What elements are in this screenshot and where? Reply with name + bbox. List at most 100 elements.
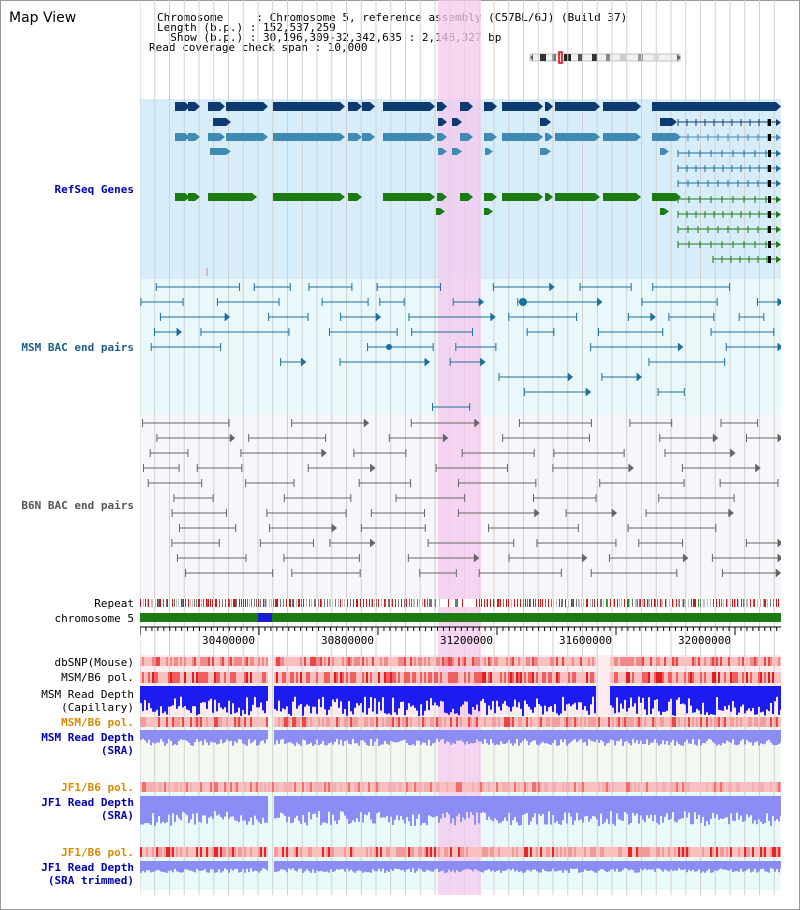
refseq-track-label[interactable]: RefSeq Genes: [54, 183, 134, 196]
gene-strand-arrow: [664, 148, 669, 155]
gene-block: [555, 193, 595, 201]
msm-read-depth-cap-sub: (Capillary): [61, 701, 134, 714]
grid-overlay: [140, 0, 775, 895]
gene-block: [555, 102, 595, 111]
gene-block: [175, 193, 185, 201]
gene-strand-arrow: [340, 102, 345, 111]
gene-strand-arrow: [492, 102, 497, 111]
msm-b6-pol-label: MSM/B6 pol.: [61, 671, 134, 684]
gene-strand-arrow: [457, 118, 462, 126]
gene-strand-arrow: [226, 148, 231, 155]
length-info: Length (b.p.) : 152,537,259: [157, 21, 336, 34]
gene-block: [436, 208, 440, 215]
gene-block: [660, 148, 664, 155]
gene-strand-arrow: [220, 133, 225, 141]
gene-block: [188, 193, 195, 201]
gene-block: [485, 148, 488, 155]
gap-marker: [258, 613, 272, 622]
gene-block: [213, 118, 226, 126]
gene-block: [226, 102, 263, 111]
gene-block: [273, 193, 340, 201]
gene-strand-arrow: [488, 208, 493, 215]
msm-bac-track-label[interactable]: MSM BAC end pairs: [21, 341, 134, 354]
gene-strand-arrow: [595, 193, 600, 201]
gene-block: [603, 133, 636, 141]
selection-highlight: [438, 0, 481, 895]
dbsnp-label: dbSNP(Mouse): [54, 656, 134, 669]
gene-block: [273, 133, 340, 141]
gene-strand-arrow: [488, 148, 493, 155]
jf1-read-depth-trim-sub: (SRA trimmed): [47, 874, 134, 887]
ruler-labels: 30400000 30800000 31200000 31600000 3200…: [140, 634, 781, 648]
gene-strand-arrow: [195, 193, 200, 201]
gene-strand-arrow: [468, 193, 473, 201]
gene-block: [188, 102, 195, 111]
jf1-b6-pol-label: JF1/B6 pol.: [61, 781, 134, 794]
gene-strand-arrow: [468, 102, 473, 111]
gene-block: [175, 102, 185, 111]
msm-bac-pairs[interactable]: [140, 279, 781, 415]
gene-block: [383, 133, 430, 141]
gene-block: [484, 133, 492, 141]
gene-block: [660, 118, 672, 126]
gene-block: [652, 133, 676, 141]
gene-block: [484, 102, 492, 111]
gene-strand-arrow: [430, 133, 435, 141]
gene-strand-arrow: [548, 133, 553, 141]
gene-block: [652, 102, 776, 111]
gene-block: [348, 133, 357, 141]
gene-block: [603, 102, 636, 111]
gene-block: [555, 133, 595, 141]
ruler-tick-label: 30400000: [202, 634, 255, 647]
msm-b6-pol-2-label: MSM/B6 pol.: [61, 716, 134, 729]
gene-strand-arrow: [546, 118, 551, 126]
msm-read-depth-sra-label: MSM Read Depth: [41, 731, 134, 744]
gene-strand-arrow: [442, 148, 447, 155]
jf1-read-depth-sra-label: JF1 Read Depth: [41, 796, 134, 809]
gene-block: [545, 133, 548, 141]
gene-block: [208, 193, 252, 201]
gene-block: [437, 102, 442, 111]
chromosome-label: chromosome 5: [54, 612, 134, 625]
gene-block: [545, 193, 548, 201]
gene-block: [545, 102, 548, 111]
gene-strand-arrow: [442, 102, 447, 111]
gene-block: [208, 133, 220, 141]
gene-strand-arrow: [340, 133, 345, 141]
gene-strand-arrow: [220, 102, 225, 111]
gene-block: [210, 148, 226, 155]
b6n-bac-track-label[interactable]: B6N BAC end pairs: [21, 499, 134, 512]
gene-strand-arrow: [185, 193, 190, 201]
jf1-b6-pol-2-label: JF1/B6 pol.: [61, 846, 134, 859]
gene-block: [348, 193, 357, 201]
gene-block: [452, 118, 457, 126]
gene-strand-arrow: [776, 102, 781, 111]
gene-strand-arrow: [492, 133, 497, 141]
gene-strand-arrow: [263, 102, 268, 111]
variant-depth-tracks[interactable]: [140, 655, 781, 890]
gene-block: [438, 148, 442, 155]
repeat-label: Repeat: [94, 597, 134, 610]
gene-strand-arrow: [548, 193, 553, 201]
gene-block: [383, 102, 430, 111]
refseq-genes[interactable]: [140, 99, 781, 279]
gene-strand-arrow: [252, 193, 257, 201]
gene-block: [484, 208, 488, 215]
gene-block: [273, 102, 340, 111]
gene-block: [460, 193, 468, 201]
gene-strand-arrow: [636, 102, 641, 111]
gene-strand-arrow: [546, 148, 551, 155]
gene-block: [175, 133, 185, 141]
gene-block: [452, 148, 457, 155]
gene-strand-arrow: [442, 118, 447, 126]
gene-strand-arrow: [357, 193, 362, 201]
gene-strand-arrow: [357, 102, 362, 111]
gene-block: [460, 133, 468, 141]
gene-block: [603, 193, 636, 201]
gene-strand-arrow: [595, 102, 600, 111]
gene-block: [208, 102, 220, 111]
ruler-tick-label: 30800000: [321, 634, 374, 647]
b6n-bac-pairs[interactable]: [140, 415, 781, 597]
gene-strand-arrow: [672, 118, 677, 126]
gene-strand-arrow: [548, 102, 553, 111]
